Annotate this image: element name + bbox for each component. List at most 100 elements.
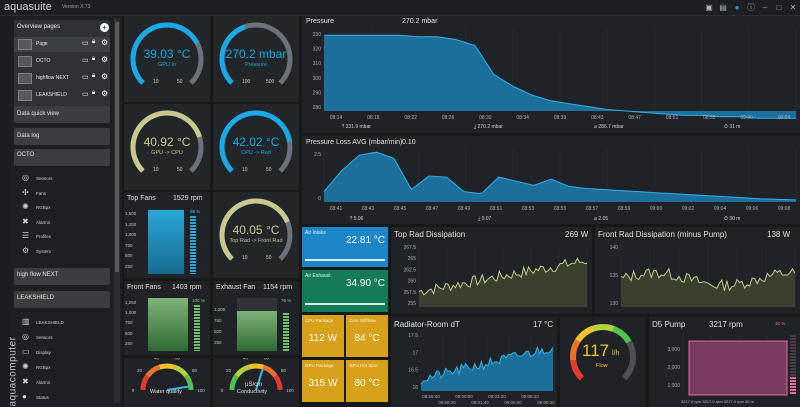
monitor-icon[interactable]: ▭: [82, 40, 89, 47]
maximize-icon[interactable]: □: [776, 3, 782, 12]
sidebar-leak-item[interactable]: ✖ Alarms: [20, 376, 110, 390]
page-thumbnail: [18, 73, 32, 84]
flow-gauge-fill: [570, 339, 581, 361]
x-tick-label: 08:51: [666, 115, 679, 121]
top-rad-value: 269 W: [565, 230, 589, 239]
pressure-loss-value: 0.10: [402, 139, 416, 146]
lock-icon[interactable]: 🔒︎: [92, 39, 96, 45]
octo-button[interactable]: OCTO: [14, 149, 110, 166]
fan-axis-tick: 500: [125, 330, 133, 336]
front-rad-value: 138 W: [767, 230, 791, 239]
air-intake-tile: Air Intake 22.81 °C: [302, 227, 388, 267]
leakshield-label: LEAKSHIELD: [17, 295, 55, 301]
minimize-icon[interactable]: –: [762, 3, 768, 12]
sidebar-leak-item[interactable]: ▥ LEAKSHIELD: [20, 316, 110, 330]
gear-icon[interactable]: ⚙: [101, 38, 109, 47]
x-tick-label: 08:45: [394, 206, 407, 212]
brand-strip: aquacomputer: [0, 16, 19, 407]
conductivity-gauge: 0 20 40 60 80 100: [221, 358, 295, 393]
gauge-min: 100: [242, 79, 251, 85]
gauge-panel: 39.03 °C GPU In 10 50: [124, 16, 210, 102]
highflow-next-button[interactable]: high flow NEXT: [14, 268, 110, 285]
gauge-min: 10: [153, 79, 159, 85]
sidebar-octo-item[interactable]: ✣ Fans: [20, 187, 110, 201]
series-area: [688, 340, 788, 396]
data-quick-view-button[interactable]: Data quick view: [14, 106, 110, 123]
air-exhaust-indicator: [305, 303, 385, 305]
monitor-icon[interactable]: ▭: [82, 74, 89, 81]
sidebar-page-row[interactable]: OCTO ▭ 🔒︎ ⚙: [14, 54, 110, 69]
monitor-icon[interactable]: ▭: [82, 91, 89, 98]
x-tick-label: 08:26: [442, 115, 455, 121]
gear-icon[interactable]: ⚙: [101, 89, 109, 98]
export-icon[interactable]: ▣: [705, 3, 713, 12]
x-tick-label: 09:03:20: [488, 394, 506, 399]
d5-pump-title: D5 Pump: [652, 320, 686, 329]
air-intake-title: Air Intake: [305, 230, 327, 236]
user-icon[interactable]: ●: [734, 3, 740, 12]
sidebar-octo-item[interactable]: ☰ Profiles: [20, 230, 110, 244]
pump-level-segment: [790, 392, 796, 394]
sidebar-octo-item[interactable]: ⚙ System: [20, 245, 110, 259]
x-tick-label: 08:47: [628, 115, 641, 121]
alarms-icon: ✖: [22, 377, 29, 386]
gauge-fill: [219, 24, 246, 85]
x-tick-label: 08:39: [554, 115, 567, 121]
highflow-next-label: high flow NEXT: [17, 272, 59, 278]
leakshield-button[interactable]: LEAKSHIELD: [14, 291, 110, 308]
gauge-panel: 42.02 °C CPU -> Rad 10 50: [213, 104, 299, 190]
series-area: [621, 268, 795, 307]
data-log-button[interactable]: Data log: [14, 128, 110, 145]
gauge-band: [262, 364, 278, 378]
sidebar-page-row[interactable]: Page ▭ 🔒︎ ⚙: [14, 37, 110, 52]
y-tick-label: 260: [408, 279, 417, 285]
exhaust-fan-value: 1154 rpm: [263, 284, 293, 291]
y-tick-label: 17: [412, 350, 418, 356]
sidebar-leak-item[interactable]: ▭ Display: [20, 346, 110, 360]
radiator-room-title: Radiator-Room dT: [394, 320, 460, 329]
pump-level-segment: [790, 341, 796, 343]
close-icon[interactable]: ✕: [789, 3, 797, 12]
x-tick-label: 08:22: [404, 115, 417, 121]
sidebar-leak-item[interactable]: ✺ RGBpx: [20, 361, 110, 375]
file-icon[interactable]: ▤: [719, 3, 727, 12]
gauge-label: Pressure: [244, 62, 267, 68]
sidebar-octo-item[interactable]: ◎ Sensors: [20, 172, 110, 186]
gear-icon[interactable]: ⚙: [101, 72, 109, 81]
sensors-icon: ◎: [22, 173, 29, 182]
sidebar-octo-item[interactable]: ✺ RGBpx: [20, 201, 110, 215]
flow-gauge-fill: [592, 324, 615, 332]
sidebar-leak-item-label: RGBpx: [36, 365, 51, 370]
d5-pump-stats: 3217.0 rpm 3217.0 rpm 3217.0 rpm 30 m: [681, 399, 754, 404]
gauge-fill: [130, 110, 202, 173]
y-tick-label: 17.5: [408, 333, 418, 339]
gauge-fill: [219, 198, 290, 261]
gauge-band: [184, 374, 194, 391]
y-tick-label: 267.5: [403, 245, 416, 251]
sidebar-octo-item[interactable]: ✖ Alarms: [20, 216, 110, 230]
add-page-icon[interactable]: +: [100, 23, 109, 32]
series-area: [419, 258, 587, 307]
metric-value: 80 °C: [354, 378, 380, 389]
top-rad-chart: 267.5 265 262.5 260 257.5 255: [403, 245, 588, 307]
sidebar-page-row[interactable]: LEAKSHIELD ▭ 🔒︎ ⚙: [14, 88, 110, 103]
series-area: [421, 347, 553, 391]
top-rad-title: Top Rad Dissipation: [394, 230, 466, 239]
sidebar-scroll-thumb[interactable]: [115, 22, 119, 272]
fan-axis-tick: 1,250: [125, 221, 137, 227]
top-rad-dissipation-panel: Top Rad Dissipation 269 W 267.5 265 262.5 2…: [391, 227, 592, 314]
lock-icon[interactable]: 🔒︎: [92, 90, 96, 96]
gauge-tick-label: 40: [243, 358, 249, 361]
sidebar-page-row[interactable]: highflow NEXT ▭ 🔒︎ ⚙: [14, 71, 110, 86]
fans-icon: ✣: [22, 187, 29, 197]
sidebar-leak-item[interactable]: ● Status: [20, 391, 110, 405]
air-intake-indicator: [305, 259, 385, 261]
sidebar-leak-item[interactable]: ◎ Sensors: [20, 331, 110, 345]
lock-icon[interactable]: 🔒︎: [92, 73, 96, 79]
x-tick-label: 09:05:00: [504, 400, 522, 405]
sidebar-octo-item-label: Fans: [36, 190, 47, 196]
lock-icon[interactable]: 🔒︎: [92, 56, 96, 62]
monitor-icon[interactable]: ▭: [82, 57, 89, 64]
info-icon[interactable]: ⓘ: [747, 3, 755, 12]
gear-icon[interactable]: ⚙: [101, 55, 109, 64]
